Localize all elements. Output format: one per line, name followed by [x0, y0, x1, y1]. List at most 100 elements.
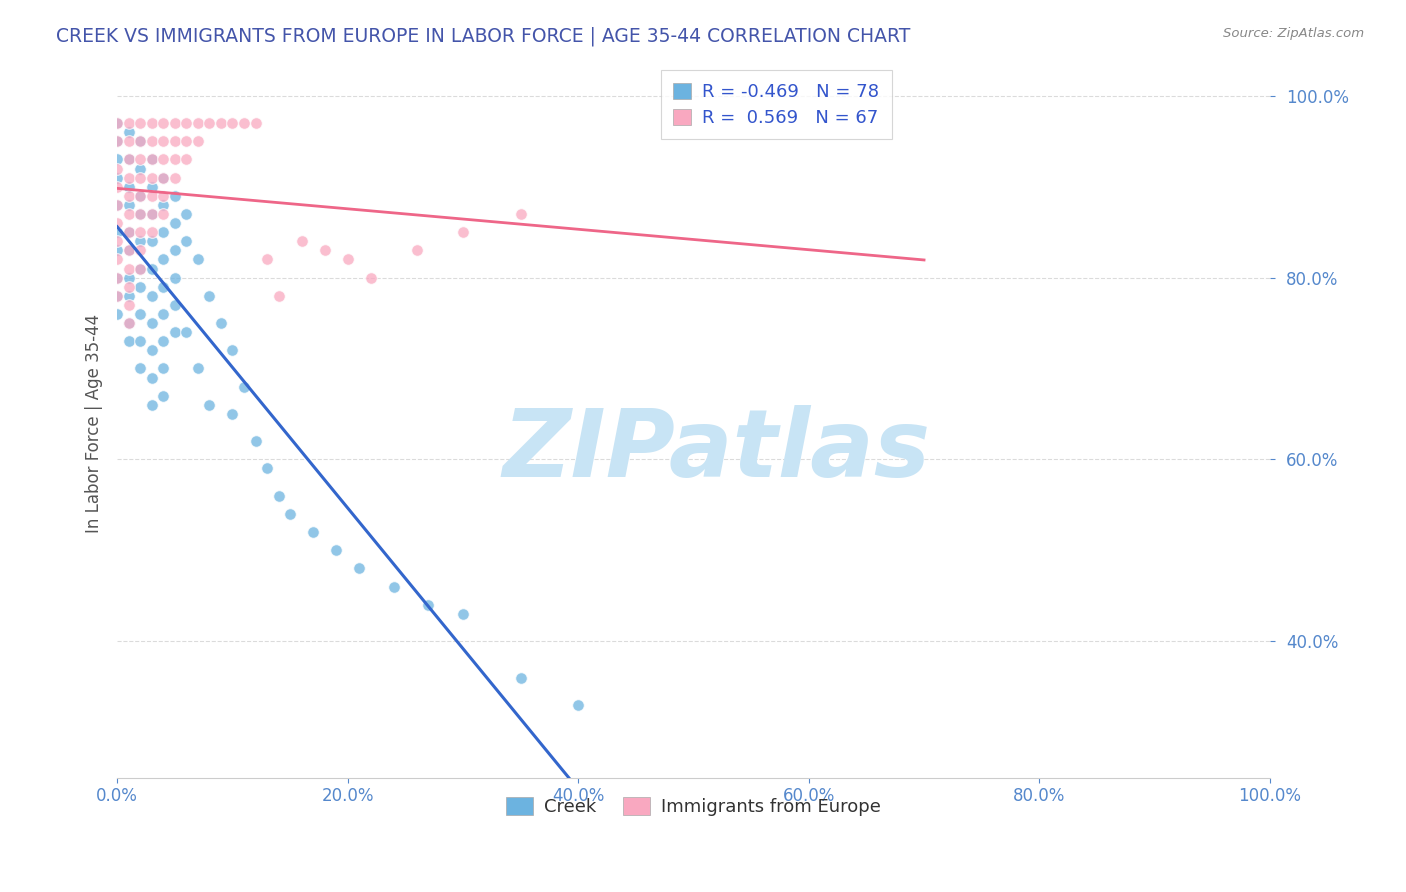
Point — [105, 179, 128, 194]
Point — [187, 361, 209, 376]
Point — [233, 116, 256, 130]
Point — [221, 116, 243, 130]
Point — [163, 116, 186, 130]
Point — [129, 134, 152, 148]
Point — [152, 170, 174, 185]
Point — [105, 252, 128, 267]
Point — [129, 225, 152, 239]
Point — [141, 179, 163, 194]
Point — [267, 289, 290, 303]
Point — [509, 671, 531, 685]
Point — [567, 698, 589, 712]
Point — [163, 170, 186, 185]
Point — [105, 307, 128, 321]
Point — [278, 507, 301, 521]
Point — [118, 153, 141, 167]
Point — [360, 270, 382, 285]
Point — [129, 134, 152, 148]
Point — [118, 298, 141, 312]
Legend: Creek, Immigrants from Europe: Creek, Immigrants from Europe — [496, 789, 890, 825]
Point — [291, 234, 314, 248]
Point — [163, 134, 186, 148]
Point — [105, 289, 128, 303]
Point — [129, 170, 152, 185]
Point — [118, 244, 141, 258]
Point — [152, 188, 174, 202]
Point — [176, 234, 198, 248]
Point — [129, 207, 152, 221]
Point — [141, 398, 163, 412]
Point — [118, 316, 141, 330]
Point — [129, 334, 152, 349]
Point — [176, 325, 198, 339]
Point — [141, 116, 163, 130]
Point — [256, 461, 278, 475]
Point — [118, 116, 141, 130]
Point — [141, 234, 163, 248]
Point — [129, 188, 152, 202]
Point — [105, 170, 128, 185]
Point — [105, 198, 128, 212]
Point — [129, 234, 152, 248]
Point — [141, 188, 163, 202]
Point — [129, 188, 152, 202]
Point — [187, 252, 209, 267]
Point — [314, 244, 336, 258]
Point — [141, 316, 163, 330]
Point — [129, 261, 152, 276]
Point — [118, 334, 141, 349]
Point — [129, 279, 152, 293]
Point — [451, 607, 474, 621]
Point — [163, 298, 186, 312]
Point — [118, 198, 141, 212]
Point — [176, 134, 198, 148]
Point — [118, 261, 141, 276]
Point — [105, 225, 128, 239]
Point — [267, 489, 290, 503]
Point — [152, 389, 174, 403]
Point — [209, 316, 232, 330]
Point — [198, 116, 221, 130]
Point — [152, 279, 174, 293]
Point — [141, 261, 163, 276]
Point — [118, 125, 141, 139]
Point — [451, 225, 474, 239]
Point — [141, 170, 163, 185]
Point — [349, 561, 371, 575]
Point — [198, 398, 221, 412]
Point — [118, 279, 141, 293]
Point — [163, 244, 186, 258]
Point — [118, 289, 141, 303]
Point — [198, 289, 221, 303]
Point — [129, 153, 152, 167]
Point — [129, 244, 152, 258]
Point — [152, 307, 174, 321]
Point — [176, 207, 198, 221]
Point — [187, 134, 209, 148]
Point — [105, 234, 128, 248]
Point — [129, 261, 152, 276]
Text: CREEK VS IMMIGRANTS FROM EUROPE IN LABOR FORCE | AGE 35-44 CORRELATION CHART: CREEK VS IMMIGRANTS FROM EUROPE IN LABOR… — [56, 27, 911, 46]
Point — [152, 116, 174, 130]
Point — [118, 134, 141, 148]
Point — [141, 289, 163, 303]
Point — [105, 198, 128, 212]
Point — [406, 244, 429, 258]
Point — [118, 225, 141, 239]
Point — [221, 407, 243, 421]
Point — [233, 379, 256, 393]
Point — [163, 325, 186, 339]
Point — [129, 307, 152, 321]
Point — [141, 370, 163, 384]
Point — [152, 207, 174, 221]
Point — [245, 434, 267, 449]
Point — [152, 334, 174, 349]
Point — [118, 244, 141, 258]
Point — [105, 116, 128, 130]
Point — [325, 543, 347, 558]
Point — [105, 289, 128, 303]
Point — [152, 361, 174, 376]
Point — [163, 216, 186, 230]
Point — [152, 252, 174, 267]
Point — [152, 153, 174, 167]
